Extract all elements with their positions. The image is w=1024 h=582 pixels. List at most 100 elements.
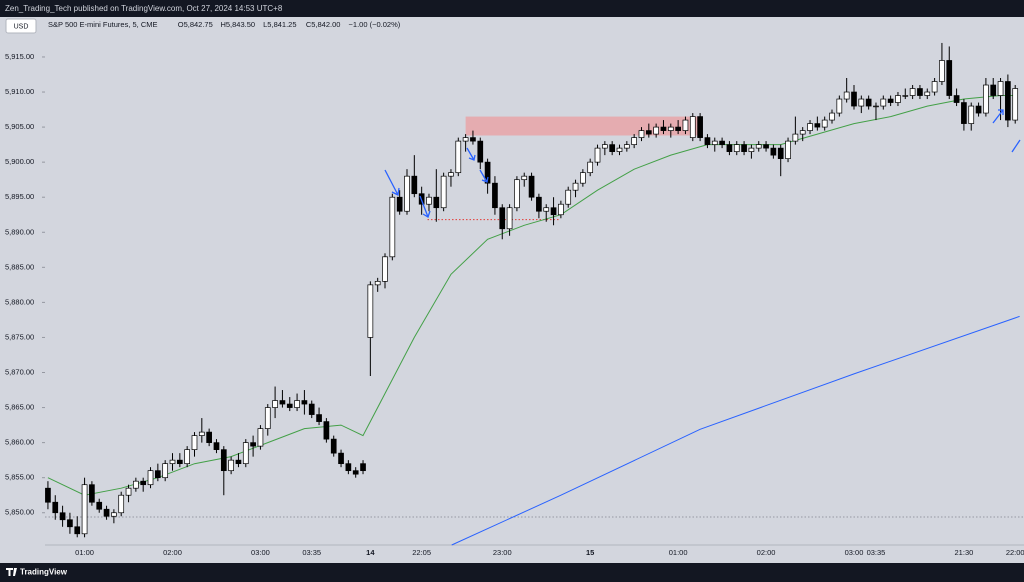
candle-body xyxy=(521,175,528,181)
candle-body xyxy=(865,98,872,107)
candle-body xyxy=(792,133,799,142)
candle-body xyxy=(228,459,234,472)
candle-body xyxy=(316,414,322,422)
candle-body xyxy=(96,501,103,510)
candle-body xyxy=(345,463,352,472)
arrow xyxy=(419,195,431,218)
x-tick-label: 22:00 xyxy=(1006,548,1024,557)
candle-body xyxy=(272,400,278,408)
candle-body xyxy=(623,144,630,149)
candle-body xyxy=(367,284,374,338)
candle-body xyxy=(1005,81,1011,121)
candle-body xyxy=(140,480,147,486)
x-tick-label: 03:35 xyxy=(867,548,886,557)
candle-body xyxy=(748,147,755,152)
arrow xyxy=(1011,139,1021,153)
x-tick-label: 01:00 xyxy=(75,548,94,557)
candle-body xyxy=(536,196,542,212)
candle-body xyxy=(74,526,81,535)
y-tick-label: 5,870.00 xyxy=(5,367,34,376)
candle-body xyxy=(52,501,59,514)
y-tick-label: 5,895.00 xyxy=(5,192,34,201)
candle-body xyxy=(924,91,931,96)
candle-body xyxy=(89,484,95,503)
candle-body xyxy=(968,105,975,124)
arrow xyxy=(466,147,476,161)
candle-body xyxy=(770,147,777,156)
candle-body xyxy=(909,88,916,96)
candle-body xyxy=(191,435,198,450)
candle-body xyxy=(587,161,594,174)
y-tick-label: 5,860.00 xyxy=(5,438,34,447)
x-tick-label: 02:00 xyxy=(163,548,182,557)
candle-body xyxy=(67,519,73,528)
legend-value: L5,841.25 xyxy=(263,20,296,29)
candle-body xyxy=(492,182,498,209)
y-tick-label: 5,890.00 xyxy=(5,227,34,236)
candle-body xyxy=(821,119,828,128)
published-info: Zen_Trading_Tech published on TradingVie… xyxy=(5,4,283,13)
candle-body xyxy=(631,137,638,145)
y-tick-label: 5,900.00 xyxy=(5,157,34,166)
candle-body xyxy=(330,438,337,454)
candle-body xyxy=(448,172,454,177)
candle-body xyxy=(433,196,440,209)
footer-logo xyxy=(6,568,17,576)
candle-body xyxy=(807,123,813,131)
y-tick-label: 5,875.00 xyxy=(5,332,34,341)
candle-body xyxy=(704,137,711,145)
candle-body xyxy=(352,470,359,475)
price-axis xyxy=(0,17,45,563)
candle-body xyxy=(220,449,227,472)
candle-body xyxy=(594,147,601,163)
y-tick-label: 5,850.00 xyxy=(5,508,34,517)
candle-body xyxy=(404,175,410,212)
candle-body xyxy=(689,116,696,138)
candle-body xyxy=(147,470,154,486)
candle-body xyxy=(125,487,132,496)
candle-body xyxy=(558,203,564,216)
footer-bar xyxy=(0,563,1024,582)
candle-body xyxy=(851,91,857,107)
candle-body xyxy=(719,140,725,145)
candle-body xyxy=(162,463,169,479)
candle-body xyxy=(550,207,557,216)
candle-body xyxy=(616,147,623,152)
candle-body xyxy=(880,98,887,107)
candle-body xyxy=(242,442,249,465)
candle-body xyxy=(836,98,843,114)
candle-body xyxy=(667,126,674,131)
candle-body xyxy=(1012,88,1019,121)
candle-body xyxy=(873,105,879,108)
currency-button[interactable] xyxy=(5,18,37,34)
candle-body xyxy=(462,137,469,142)
y-tick-label: 5,885.00 xyxy=(5,262,34,271)
candle-body xyxy=(257,428,264,447)
candle-body xyxy=(653,126,659,135)
candle-body xyxy=(785,140,791,159)
candle-body xyxy=(733,144,740,152)
candle-body xyxy=(543,207,550,212)
candle-body xyxy=(931,81,938,93)
candle-body xyxy=(133,480,139,489)
y-tick-label: 5,905.00 xyxy=(5,122,34,131)
annotation-arrows xyxy=(384,109,1021,218)
candle-body xyxy=(286,403,293,408)
candle-body xyxy=(301,400,308,405)
candle-body xyxy=(308,403,315,415)
x-tick-label: 21:30 xyxy=(955,548,974,557)
candle-body xyxy=(59,512,66,521)
candle-body xyxy=(338,452,344,465)
currency-label: USD xyxy=(14,23,29,30)
candle-body xyxy=(118,494,125,514)
candle-body xyxy=(814,123,821,128)
footer-brand: TradingView xyxy=(20,568,68,577)
candle-body xyxy=(411,175,418,195)
candle-body xyxy=(455,140,462,174)
candle-body xyxy=(198,431,205,436)
candle-body xyxy=(213,442,220,450)
candle-body xyxy=(206,431,212,443)
candle-body xyxy=(961,102,967,124)
candle-body xyxy=(484,161,491,184)
